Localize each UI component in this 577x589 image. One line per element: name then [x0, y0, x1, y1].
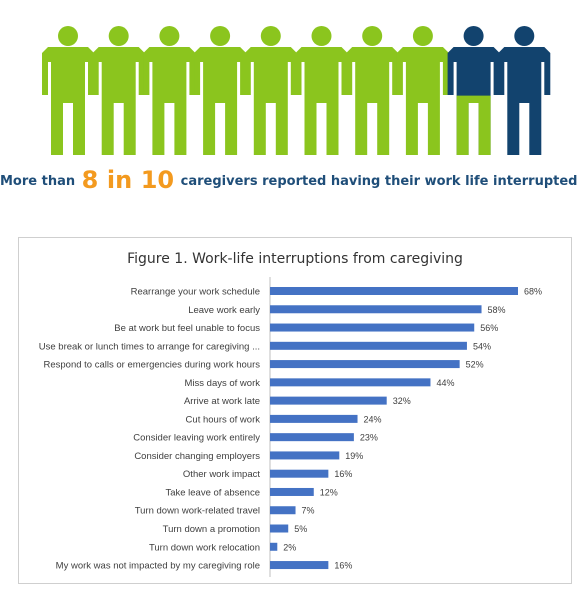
category-label: Consider changing employers	[134, 451, 260, 462]
bar	[270, 287, 518, 295]
bar-chart: Rearrange your work schedule 68% Leave wor…	[39, 277, 542, 578]
chart-title: Figure 1. Work-life interruptions from c…	[127, 251, 463, 267]
value-label: 12%	[320, 487, 338, 497]
category-label: Cut hours of work	[186, 414, 261, 425]
bar	[270, 506, 296, 515]
person-icon	[92, 26, 145, 155]
people-icon-row	[42, 26, 551, 155]
category-label: Turn down a promotion	[163, 524, 260, 535]
bar	[270, 524, 289, 533]
bar	[270, 414, 358, 423]
headline-post: caregivers reported having their work li…	[180, 174, 577, 189]
category-label: Use break or lunch times to arrange for …	[39, 341, 260, 352]
value-label: 56%	[480, 323, 498, 333]
headline-big-1: 8	[81, 166, 99, 194]
category-label: Respond to calls or emergencies during w…	[44, 360, 261, 371]
bar	[270, 469, 329, 478]
category-label: Take leave of absence	[165, 487, 260, 498]
value-label: 19%	[345, 451, 363, 461]
value-label: 23%	[360, 433, 378, 443]
bar	[270, 323, 475, 332]
bar	[270, 542, 278, 551]
value-label: 16%	[334, 561, 352, 571]
category-label: Be at work but feel unable to focus	[114, 323, 260, 334]
category-label: Consider leaving work entirely	[133, 433, 260, 444]
person-icon	[244, 26, 297, 155]
bar	[270, 341, 467, 350]
person-icon	[346, 26, 399, 155]
value-label: 58%	[488, 305, 506, 315]
person-icon	[498, 26, 551, 155]
bar	[270, 396, 387, 405]
headline-big-2: 10	[140, 166, 175, 194]
category-label: My work was not impacted by my caregivin…	[56, 561, 260, 572]
bar	[270, 378, 431, 387]
value-label: 24%	[364, 414, 382, 424]
headline: More than 8 in 10 caregivers reported ha…	[0, 166, 577, 194]
bar	[270, 561, 329, 570]
category-label: Leave work early	[188, 305, 260, 316]
value-label: 44%	[436, 378, 454, 388]
bar	[270, 487, 314, 496]
value-label: 54%	[473, 341, 491, 351]
bar	[270, 433, 354, 442]
value-label: 32%	[393, 396, 411, 406]
person-icon	[396, 26, 449, 155]
headline-pre: More than	[0, 174, 76, 189]
chart-box: Figure 1. Work-life interruptions from c…	[18, 237, 572, 584]
person-icon	[295, 26, 348, 155]
category-label: Rearrange your work schedule	[131, 287, 260, 298]
category-label: Turn down work relocation	[149, 542, 260, 553]
person-icon	[42, 26, 94, 155]
headline-big-mid: in	[106, 166, 133, 194]
person-icon	[447, 26, 500, 155]
category-label: Arrive at work late	[184, 396, 260, 407]
value-label: 2%	[283, 542, 296, 552]
person-icon	[143, 26, 196, 155]
bar	[270, 360, 460, 369]
category-label: Miss days of work	[185, 378, 261, 389]
value-label: 7%	[302, 506, 315, 516]
value-label: 5%	[294, 524, 307, 534]
value-label: 16%	[334, 469, 352, 479]
category-label: Turn down work-related travel	[135, 506, 260, 517]
person-icon	[194, 26, 247, 155]
category-label: Other work impact	[183, 469, 260, 480]
bar	[270, 305, 482, 314]
value-label: 68%	[524, 287, 542, 297]
bar	[270, 451, 340, 460]
value-label: 52%	[466, 360, 484, 370]
